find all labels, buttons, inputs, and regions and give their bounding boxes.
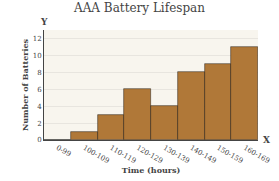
- svg-text:160-169: 160-169: [242, 144, 271, 165]
- svg-text:150-159: 150-159: [215, 144, 244, 165]
- svg-text:12: 12: [33, 35, 42, 43]
- svg-text:110-119: 110-119: [108, 144, 137, 165]
- svg-text:Time (hours): Time (hours): [122, 165, 181, 175]
- svg-text:140-149: 140-149: [188, 144, 217, 165]
- svg-text:10: 10: [33, 52, 42, 60]
- svg-text:120-129: 120-129: [135, 144, 164, 165]
- svg-text:0: 0: [37, 136, 41, 144]
- svg-text:8: 8: [37, 69, 41, 77]
- svg-text:X: X: [263, 135, 270, 145]
- svg-text:Y: Y: [40, 17, 48, 27]
- svg-text:6: 6: [37, 86, 42, 94]
- svg-text:100-109: 100-109: [81, 144, 110, 165]
- svg-text:0-99: 0-99: [55, 144, 73, 159]
- svg-text:4: 4: [37, 103, 42, 111]
- svg-text:2: 2: [37, 120, 41, 128]
- svg-text:130-139: 130-139: [162, 144, 191, 165]
- svg-text:AAA Battery Lifespan: AAA Battery Lifespan: [73, 1, 205, 15]
- svg-text:Number of Batteries: Number of Batteries: [20, 38, 30, 131]
